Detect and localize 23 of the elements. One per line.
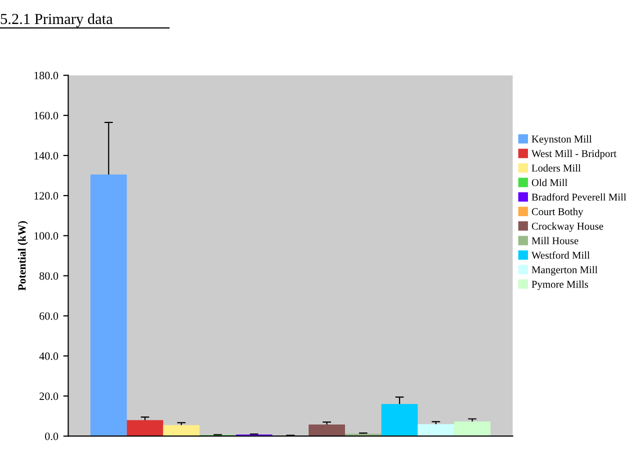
legend-label: West Mill - Bridport [531, 150, 616, 160]
legend-label: Crockway House [532, 222, 604, 232]
y-tick-label: 20.0 [40, 392, 58, 400]
y-tick-label: 40.0 [39, 352, 58, 360]
legend-label: Loders Mill [532, 164, 581, 172]
y-tick-label: 0.0 [45, 432, 58, 440]
legend-label: Bradford Peverell Mill [532, 193, 626, 201]
legend-label: Westford Mill [531, 251, 590, 259]
legend-label: Mangerton Mill [532, 266, 598, 276]
y-tick-label: 100.0 [34, 232, 58, 240]
legend-label: Pymore Mills [532, 280, 588, 290]
y-tick-label: 140.0 [34, 152, 58, 160]
y-tick-label: 120.0 [34, 192, 58, 200]
y-tick-label: 60.0 [40, 312, 58, 320]
legend-label: Keynston Mill [532, 135, 592, 145]
legend-label: Mill House [532, 236, 578, 244]
y-axis-title: Potential (kW) [18, 221, 28, 291]
legend-label: Old Mill [532, 178, 568, 186]
y-tick-label: 80.0 [39, 272, 58, 280]
y-tick-label: 180.0 [34, 72, 58, 80]
y-tick-label: 160.0 [34, 112, 58, 120]
chart-title: 5.2.1 Primary data [0, 13, 113, 28]
legend-label: Court Bothy [532, 208, 584, 218]
